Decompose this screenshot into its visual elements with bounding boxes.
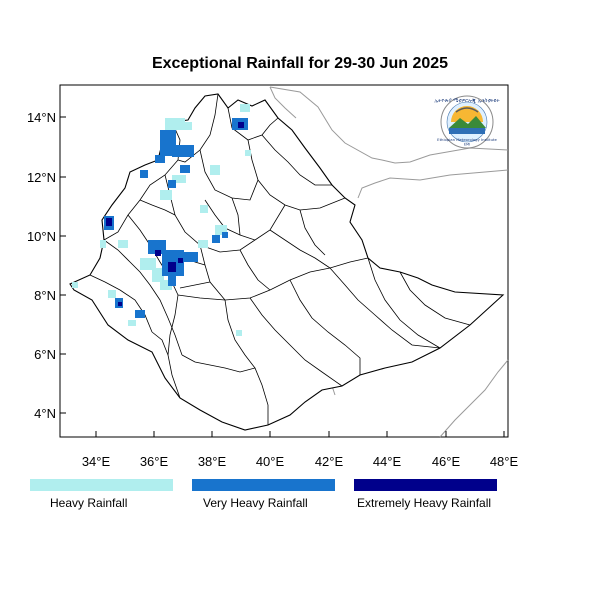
extremely-heavy-rainfall-area (106, 122, 244, 306)
x-tick-label: 40°E (256, 454, 285, 469)
x-tick-label: 48°E (490, 454, 519, 469)
legend-swatch-heavy (30, 479, 173, 491)
y-axis-labels: 14°N 12°N 10°N 8°N 6°N 4°N (27, 110, 56, 421)
x-tick-label: 44°E (373, 454, 402, 469)
x-tick-label: 46°E (432, 454, 461, 469)
zone-borders (89, 93, 471, 425)
y-tick-label: 12°N (27, 170, 56, 185)
legend-swatch-very-heavy (192, 479, 335, 491)
y-tick-label: 4°N (34, 406, 56, 421)
x-tick-label: 42°E (315, 454, 344, 469)
y-tick-label: 10°N (27, 229, 56, 244)
legend-label-heavy: Heavy Rainfall (50, 496, 128, 510)
neighbor-borders (269, 86, 509, 438)
y-tick-label: 8°N (34, 288, 56, 303)
ethiopia-outline (69, 93, 505, 431)
y-axis-ticks (60, 116, 66, 414)
x-tick-label: 36°E (140, 454, 169, 469)
y-tick-label: 6°N (34, 347, 56, 362)
legend-swatch-extremely-heavy (354, 479, 497, 491)
x-axis-ticks (95, 431, 505, 437)
svg-text:Ethiopian Meteorology Institut: Ethiopian Meteorology Institute (437, 137, 497, 142)
svg-text:ኢትዮጵያ ሜቲዎሮሎጂ ኢንስቲትዩት: ኢትዮጵያ ሜቲዎሮሎጂ ኢንስቲትዩት (434, 98, 500, 104)
map-title: Exceptional Rainfall for 29-30 Jun 2025 (151, 55, 449, 72)
x-tick-label: 38°E (198, 454, 227, 469)
x-axis-labels: 34°E 36°E 38°E 40°E 42°E 44°E 46°E 48°E (82, 454, 519, 469)
map-frame (59, 84, 509, 438)
legend-label-extremely-heavy: Extremely Heavy Rainfall (357, 496, 492, 510)
x-tick-label: 34°E (82, 454, 111, 469)
heavy-rainfall-area (72, 104, 251, 336)
svg-text:EMI: EMI (464, 143, 470, 147)
ethiopian-meteorology-institute-logo-icon: ኢትዮጵያ ሜቲዎሮሎጂ ኢንስቲትዩት Ethiopian Meteorolo… (434, 95, 500, 149)
y-tick-label: 14°N (27, 110, 56, 125)
legend-label-very-heavy: Very Heavy Rainfall (203, 496, 308, 510)
